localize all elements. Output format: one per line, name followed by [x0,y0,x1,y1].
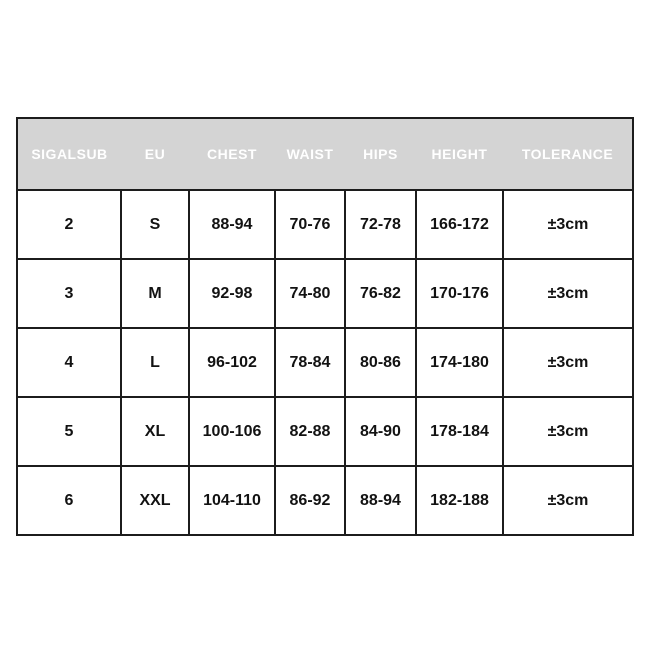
cell-eu: XL [120,396,190,467]
cell-sigalsub: 4 [16,327,122,398]
table-row: 3 M 92-98 74-80 76-82 170-176 ±3cm [16,258,634,329]
cell-height: 182-188 [415,465,504,536]
cell-hips: 72-78 [344,189,417,260]
table-row: 5 XL 100-106 82-88 84-90 178-184 ±3cm [16,396,634,467]
table-row: 6 XXL 104-110 86-92 88-94 182-188 ±3cm [16,465,634,536]
cell-tolerance: ±3cm [502,396,634,467]
header-row: SIGALSUB EU CHEST WAIST HIPS HEIGHT TOLERANCE [17,118,633,190]
cell-tolerance: ±3cm [502,327,634,398]
column-header-hips: HIPS [345,118,416,190]
cell-hips: 80-86 [344,327,417,398]
cell-sigalsub: 2 [16,189,122,260]
cell-hips: 84-90 [344,396,417,467]
cell-eu: XXL [120,465,190,536]
cell-height: 166-172 [415,189,504,260]
cell-eu: M [120,258,190,329]
cell-waist: 86-92 [274,465,346,536]
cell-waist: 78-84 [274,327,346,398]
cell-waist: 70-76 [274,189,346,260]
cell-chest: 96-102 [188,327,276,398]
cell-chest: 92-98 [188,258,276,329]
cell-height: 174-180 [415,327,504,398]
cell-hips: 88-94 [344,465,417,536]
cell-chest: 88-94 [188,189,276,260]
cell-height: 178-184 [415,396,504,467]
column-header-waist: WAIST [275,118,345,190]
cell-chest: 104-110 [188,465,276,536]
cell-tolerance: ±3cm [502,465,634,536]
cell-eu: L [120,327,190,398]
cell-eu: S [120,189,190,260]
cell-tolerance: ±3cm [502,189,634,260]
cell-waist: 82-88 [274,396,346,467]
cell-sigalsub: 3 [16,258,122,329]
size-chart-table: SIGALSUB EU CHEST WAIST HIPS HEIGHT TOLERANCE … [16,117,634,536]
column-header-sigalsub: SIGALSUB [17,118,121,190]
cell-tolerance: ±3cm [502,258,634,329]
cell-waist: 74-80 [274,258,346,329]
cell-height: 170-176 [415,258,504,329]
size-chart-header: SIGALSUB EU CHEST WAIST HIPS HEIGHT TOLERANCE [17,118,633,190]
column-header-eu: EU [121,118,189,190]
cell-hips: 76-82 [344,258,417,329]
cell-sigalsub: 5 [16,396,122,467]
column-header-chest: CHEST [189,118,275,190]
table-row: 4 L 96-102 78-84 80-86 174-180 ±3cm [16,327,634,398]
table-row: 2 S 88-94 70-76 72-78 166-172 ±3cm [16,189,634,260]
cell-chest: 100-106 [188,396,276,467]
column-header-height: HEIGHT [416,118,503,190]
cell-sigalsub: 6 [16,465,122,536]
size-chart-body: 2 S 88-94 70-76 72-78 166-172 ±3cm 3 M 92-98 74-80… [16,189,634,536]
size-chart: SIGALSUB EU CHEST WAIST HIPS HEIGHT TOLERANCE … [16,117,634,536]
column-header-tolerance: TOLERANCE [503,118,633,190]
